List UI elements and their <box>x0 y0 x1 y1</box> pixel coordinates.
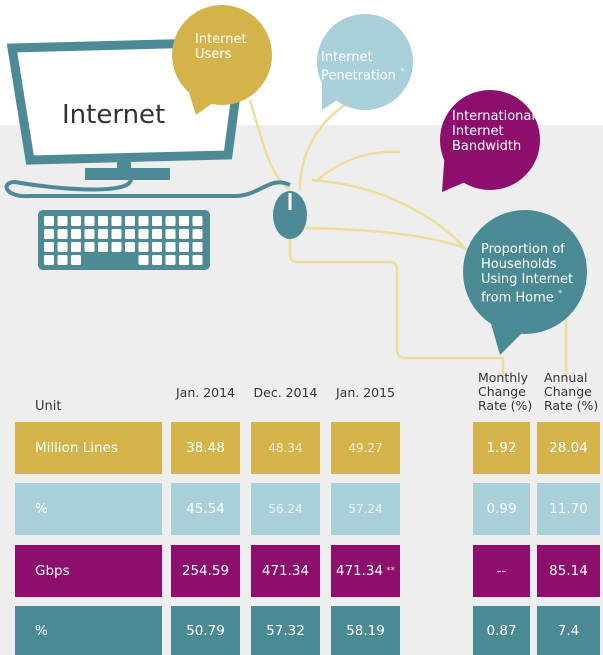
value: 471.34 <box>336 563 383 579</box>
footnote-mark: * <box>400 67 405 77</box>
value: 0.87 <box>486 623 516 639</box>
value: 57.32 <box>266 623 305 639</box>
value: 0.99 <box>486 501 516 517</box>
unit-cell: Gbps <box>15 545 162 597</box>
value-cell: 254.59 <box>171 545 240 597</box>
header: Annual Change Rate (%) <box>544 371 603 413</box>
unit-cell: % <box>15 606 162 655</box>
value: 58.19 <box>346 623 385 639</box>
bubble-label: Internet Penetration * <box>321 50 416 83</box>
header: Monthly Change Rate (%) <box>478 371 540 413</box>
value-cell: 56.24 <box>251 483 320 535</box>
value: 11.70 <box>549 501 588 517</box>
mouse <box>273 191 307 239</box>
value-cell: 57.32 <box>251 606 320 655</box>
header: Jan. 2015 <box>331 386 400 400</box>
infographic: Internet Internet Users Internet Penetra… <box>0 0 603 655</box>
footnote-mark: * <box>558 289 563 299</box>
bubble-label: Proportion of Households Using Internet … <box>481 242 581 305</box>
value-cell: 11.70 <box>537 483 600 535</box>
value-cell: 85.14 <box>537 545 600 597</box>
value-cell: 471.34** <box>331 545 400 597</box>
bubble-label: International Internet Bandwidth <box>452 109 542 154</box>
footnote-mark: ** <box>386 566 395 576</box>
monitor-label: Internet <box>62 100 165 130</box>
header: Jan. 2014 <box>171 386 240 400</box>
value: 48.34 <box>268 441 302 455</box>
value: 7.4 <box>558 623 579 639</box>
value-cell: 57.24 <box>331 483 400 535</box>
value: -- <box>497 563 507 579</box>
value-cell: 0.87 <box>473 606 530 655</box>
bubble-label: Internet Users <box>195 32 255 62</box>
value-cell: -- <box>473 545 530 597</box>
header: Unit <box>35 400 61 414</box>
value-cell: 28.04 <box>537 422 600 474</box>
unit-cell: Million Lines <box>15 422 162 474</box>
value: 28.04 <box>549 440 588 456</box>
value-cell: 471.34 <box>251 545 320 597</box>
header: Dec. 2014 <box>251 386 320 400</box>
value-cell: 45.54 <box>171 483 240 535</box>
value-cell: 7.4 <box>537 606 600 655</box>
keyboard <box>38 210 210 270</box>
value-cell: 49.27 <box>331 422 400 474</box>
value: 471.34 <box>262 563 309 579</box>
value-cell: 50.79 <box>171 606 240 655</box>
value: 49.27 <box>348 441 382 455</box>
value: 1.92 <box>486 440 516 456</box>
value: 57.24 <box>348 502 382 516</box>
value-cell: 58.19 <box>331 606 400 655</box>
value: 38.48 <box>186 440 225 456</box>
value-cell: 38.48 <box>171 422 240 474</box>
value: 56.24 <box>268 502 302 516</box>
bubble-text: Internet Penetration <box>321 50 396 83</box>
value: 50.79 <box>186 623 225 639</box>
value-cell: 0.99 <box>473 483 530 535</box>
value: 254.59 <box>182 563 229 579</box>
value: 85.14 <box>549 563 588 579</box>
value-cell: 1.92 <box>473 422 530 474</box>
value-cell: 48.34 <box>251 422 320 474</box>
value: 45.54 <box>186 501 225 517</box>
unit-cell: % <box>15 483 162 535</box>
